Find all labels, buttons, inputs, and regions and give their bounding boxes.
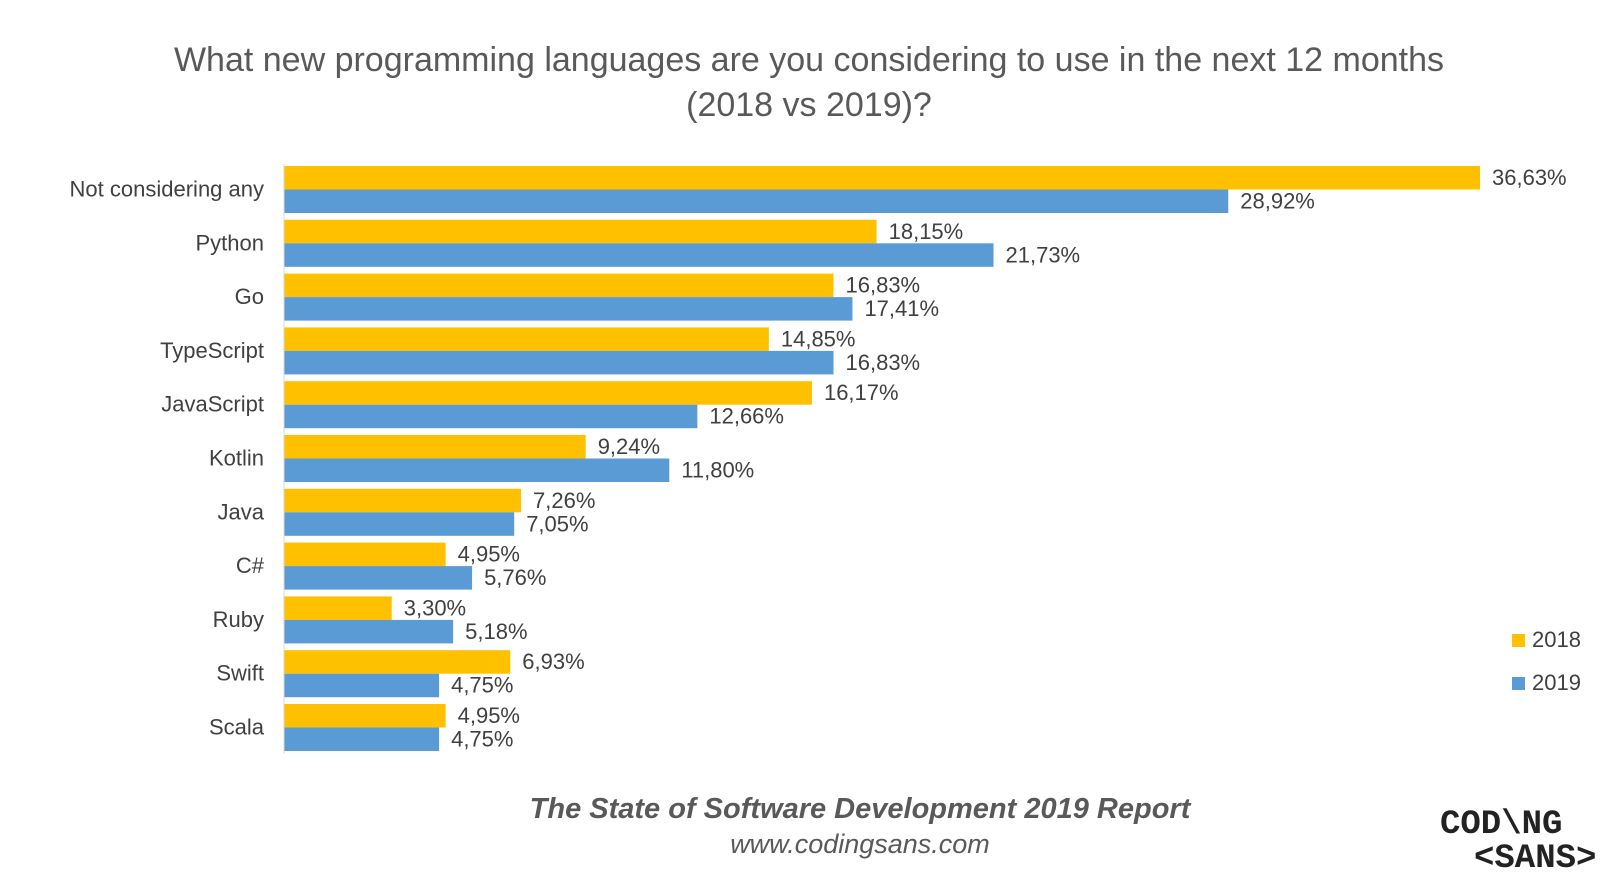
chart-title: What new programming languages are you c… xyxy=(0,38,1618,128)
legend-label-2018: 2018 xyxy=(1532,627,1581,652)
data-label-2019: 28,92% xyxy=(1240,189,1315,214)
category-label: JavaScript xyxy=(161,392,264,417)
logo-line1: COD\NG xyxy=(1440,806,1563,844)
bar-2019 xyxy=(284,404,698,429)
category-label: Python xyxy=(196,230,265,255)
chart-title-line2: (2018 vs 2019)? xyxy=(686,86,932,124)
category-label: Kotlin xyxy=(209,446,264,471)
category-label: Not considering any xyxy=(70,177,264,202)
category-label: Java xyxy=(218,499,265,524)
data-label-2018: 3,30% xyxy=(404,595,466,620)
legend-swatch-2019 xyxy=(1512,676,1525,690)
legend-swatch-2018 xyxy=(1512,633,1525,647)
category-label: TypeScript xyxy=(160,338,264,363)
bar-2018 xyxy=(284,166,1480,190)
bar-2018 xyxy=(284,542,446,567)
bar-2019 xyxy=(284,673,440,698)
bar-2019 xyxy=(284,619,454,644)
data-label-2018: 16,17% xyxy=(824,380,899,405)
data-label-2019: 12,66% xyxy=(709,404,784,429)
bar-2018 xyxy=(284,704,446,728)
legend-item-2019: 2019 xyxy=(1512,670,1581,696)
data-label-2018: 14,85% xyxy=(781,326,856,351)
bar-2018 xyxy=(284,381,812,405)
data-label-2018: 7,26% xyxy=(533,488,595,513)
footer-report-title: The State of Software Development 2019 R… xyxy=(529,793,1191,825)
bar-2018 xyxy=(284,273,834,298)
bar-2019 xyxy=(284,727,440,751)
data-label-2018: 18,15% xyxy=(889,219,964,244)
data-label-2019: 5,18% xyxy=(465,619,527,644)
category-label: C# xyxy=(236,553,265,578)
codingsans-logo: COD\NG <SANS> xyxy=(1440,808,1596,876)
chart-title-line1: What new programming languages are you c… xyxy=(173,41,1445,79)
legend-item-2018: 2018 xyxy=(1512,627,1581,653)
data-label-2019: 5,76% xyxy=(484,565,546,590)
chart-legend: 2018 2019 xyxy=(1512,627,1581,713)
data-label-2019: 11,80% xyxy=(681,458,754,483)
bar-2019 xyxy=(284,297,853,321)
bar-2019 xyxy=(284,189,1229,213)
bar-2018 xyxy=(284,219,877,244)
category-label: Go xyxy=(235,284,264,309)
legend-label-2019: 2019 xyxy=(1532,670,1581,695)
bar-2018 xyxy=(284,596,392,620)
bar-2019 xyxy=(284,350,834,375)
category-label: Swift xyxy=(216,661,264,686)
bar-2018 xyxy=(284,327,769,351)
data-label-2018: 9,24% xyxy=(598,434,660,459)
category-label: Ruby xyxy=(213,607,264,632)
data-label-2019: 4,75% xyxy=(451,673,513,698)
data-label-2018: 16,83% xyxy=(846,273,921,298)
data-label-2018: 4,95% xyxy=(458,542,520,567)
data-label-2019: 17,41% xyxy=(864,296,939,321)
footer-url: www.codingsans.com xyxy=(730,829,990,859)
bar-2019 xyxy=(284,458,670,482)
data-label-2019: 7,05% xyxy=(526,511,588,536)
data-label-2019: 21,73% xyxy=(1006,242,1081,267)
bar-2019 xyxy=(284,243,994,267)
data-label-2018: 6,93% xyxy=(522,649,584,674)
bar-2018 xyxy=(284,435,586,459)
category-label: Scala xyxy=(209,715,265,740)
bar-2019 xyxy=(284,566,473,590)
bar-2018 xyxy=(284,650,511,674)
logo-line2: <SANS> xyxy=(1474,840,1597,878)
data-label-2019: 16,83% xyxy=(846,350,921,375)
bar-2018 xyxy=(284,488,522,513)
data-label-2018: 4,95% xyxy=(458,703,520,728)
data-label-2019: 4,75% xyxy=(451,727,513,752)
data-label-2018: 36,63% xyxy=(1492,165,1567,190)
bar-2019 xyxy=(284,512,515,536)
